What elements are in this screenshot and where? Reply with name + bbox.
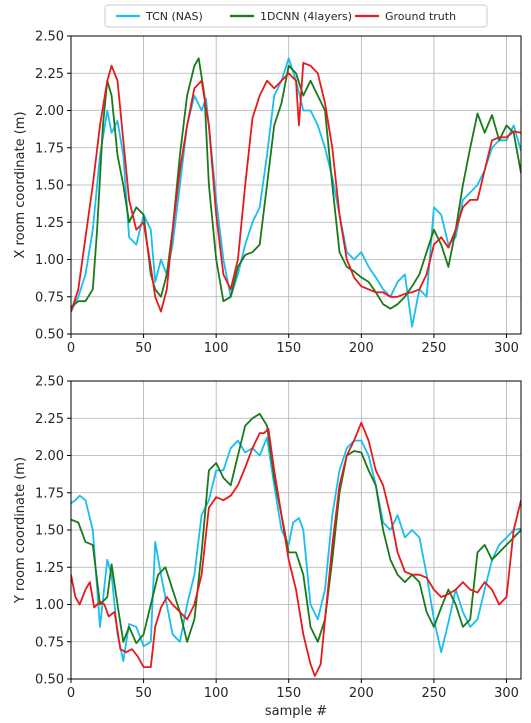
y-tick-label: 1.25	[35, 561, 64, 576]
series-group	[71, 412, 521, 677]
x-tick-label: 50	[135, 686, 152, 701]
legend: TCN (NAS) 1DCNN (4layers) Ground truth	[104, 4, 488, 28]
series-line-3	[71, 61, 521, 313]
y-tick-label: 2.25	[35, 67, 64, 82]
legend-label-3: Ground truth	[385, 10, 456, 23]
series-line-1	[71, 57, 521, 328]
x-axis-label: sample #	[265, 704, 327, 719]
x-tick-label: 50	[135, 341, 152, 356]
y-coordinate-plot: 0 50 100 150 200 250 300 0.50 0.75 1.00 1.25 1.50 1.…	[13, 375, 522, 719]
legend-label-2: 1DCNN (4layers)	[260, 10, 352, 23]
x-tick-label: 300	[494, 686, 519, 701]
y-tick-label: 0.50	[35, 328, 64, 343]
x-tick-label: 200	[349, 686, 374, 701]
y-tick-label: 1.00	[35, 253, 64, 268]
x-tick-label: 150	[276, 686, 301, 701]
y-tick-label: 2.50	[35, 375, 64, 390]
series-group	[71, 57, 521, 328]
y-tick-label: 0.50	[35, 673, 64, 688]
x-tick-label: 100	[204, 341, 229, 356]
series-line-2	[71, 57, 521, 310]
y-tick-label: 0.75	[35, 635, 64, 650]
y-tick-label: 0.75	[35, 290, 64, 305]
y-tick-label: 2.25	[35, 412, 64, 427]
x-tick-label: 200	[349, 341, 374, 356]
series-line-1	[71, 436, 521, 662]
x-tick-label: 150	[276, 341, 301, 356]
series-line-2	[71, 412, 521, 645]
x-tick-label: 300	[494, 341, 519, 356]
y-tick-label: 2.50	[35, 30, 64, 45]
y-tick-label: 2.00	[35, 104, 64, 119]
y-tick-label: 1.25	[35, 216, 64, 231]
y-tick-label: 1.75	[35, 486, 64, 501]
series-line-3	[71, 421, 521, 677]
legend-label-1: TCN (NAS)	[145, 10, 203, 23]
y-axis-label: X room coordinate (m)	[13, 111, 28, 258]
x-tick-label: 250	[421, 686, 446, 701]
y-tick-label: 1.50	[35, 524, 64, 539]
x-tick-label: 0	[67, 686, 75, 701]
legend-box	[104, 4, 488, 28]
y-tick-label: 1.00	[35, 598, 64, 613]
x-tick-label: 100	[204, 686, 229, 701]
x-tick-label: 250	[421, 341, 446, 356]
x-coordinate-plot: 0 50 100 150 200 250 300 0.50 0.75 1.00 1.25 1.50 1.…	[13, 30, 522, 356]
y-axis-label: Y room coordinate (m)	[13, 457, 28, 604]
y-tick-label: 1.50	[35, 179, 64, 194]
y-tick-label: 1.75	[35, 141, 64, 156]
x-tick-label: 0	[67, 341, 75, 356]
y-tick-label: 2.00	[35, 449, 64, 464]
